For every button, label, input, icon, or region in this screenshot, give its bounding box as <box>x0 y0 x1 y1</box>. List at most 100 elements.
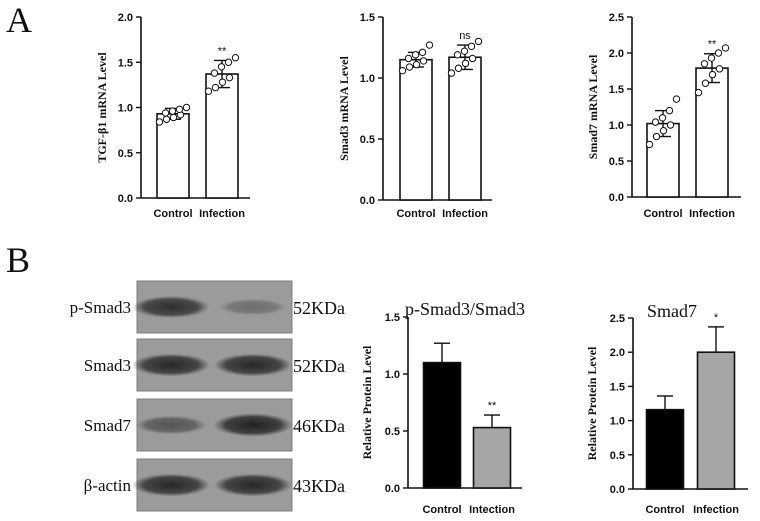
chart-3: 0.0 0.5 1.0 1.5 2.0 2.5 Smad7 mRNA Level Contro… <box>586 12 741 220</box>
data-point <box>182 103 191 112</box>
data-point <box>155 118 164 126</box>
category-label: Infection <box>199 208 245 220</box>
y-tick-label: 1.5 <box>610 381 625 393</box>
blot-band <box>135 415 207 435</box>
western-blot: p-Smad3 52KDa Smad3 52KDa Smad7 46KDa β-actin 4… <box>70 280 345 512</box>
data-point <box>169 113 178 122</box>
data-point <box>461 59 470 68</box>
blot-size-label: 46KDa <box>293 416 345 436</box>
data-point <box>665 106 674 115</box>
bar <box>645 408 685 490</box>
data-point <box>652 132 661 141</box>
y-tick-label: 1.0 <box>609 120 624 132</box>
blot-band <box>214 353 292 377</box>
blot-band <box>219 298 287 316</box>
bar <box>156 113 190 199</box>
y-tick-label: 1.0 <box>610 416 625 428</box>
significance-label: * <box>714 312 719 324</box>
category-label: Infection <box>689 208 735 220</box>
blot-band <box>214 473 292 497</box>
data-point <box>714 49 723 57</box>
blot-label: β-actin <box>84 476 132 495</box>
data-point <box>447 69 456 77</box>
data-point <box>672 95 681 103</box>
y-tick-label: 1.5 <box>118 57 133 69</box>
blot-size-label: 43KDa <box>293 476 345 496</box>
data-point <box>162 115 171 123</box>
blot-band <box>132 473 210 497</box>
y-tick-label: 1.5 <box>360 12 375 24</box>
data-point <box>161 109 170 117</box>
blot-band <box>132 295 210 319</box>
blot-band <box>132 353 210 377</box>
significance-label: ** <box>708 39 717 51</box>
data-point <box>454 64 463 72</box>
blot-label: p-Smad3 <box>70 298 131 317</box>
bar <box>422 361 462 489</box>
chart-4: 0.0 0.5 1.0 1.5 Relative Protein Level p-Smad… <box>360 299 525 516</box>
data-point <box>175 105 184 114</box>
data-point <box>460 47 469 55</box>
data-point <box>405 63 414 71</box>
bar <box>695 67 729 198</box>
y-tick-label: 2.0 <box>609 48 624 60</box>
data-point <box>659 127 668 135</box>
category-label: Control <box>643 208 682 220</box>
data-point <box>694 88 703 97</box>
chart-title: p-Smad3/Smad3 <box>405 299 525 319</box>
category-label: Control <box>396 208 435 220</box>
data-point <box>412 60 421 69</box>
y-tick-label: 0.0 <box>609 192 624 204</box>
data-point <box>453 51 462 59</box>
blot-label: Smad7 <box>84 416 132 435</box>
blot-band <box>213 413 293 437</box>
y-tick-label: 0.0 <box>118 193 133 205</box>
data-point <box>715 65 724 73</box>
bar <box>472 426 512 489</box>
blot-size-label: 52KDa <box>293 356 345 376</box>
y-tick-label: 1.5 <box>385 312 400 324</box>
y-tick-label: 1.0 <box>360 73 375 85</box>
blot-label: Smad3 <box>84 356 131 375</box>
data-point <box>168 107 177 115</box>
y-tick-label: 2.0 <box>610 347 625 359</box>
y-axis-label: Smad3 mRNA Level <box>337 56 351 161</box>
data-point <box>708 70 717 79</box>
y-tick-label: 2.0 <box>118 12 133 24</box>
y-tick-label: 0.5 <box>610 450 625 462</box>
y-tick-label: 0.0 <box>610 484 625 496</box>
bar <box>696 351 736 490</box>
y-axis-label: Relative Protein Level <box>360 345 374 459</box>
bar <box>399 58 433 201</box>
category-label: Control <box>422 504 461 516</box>
data-point <box>658 114 667 122</box>
y-axis-label: TGF-β1 mRNA Level <box>95 52 109 163</box>
y-axis-label: Relative Protein Level <box>585 346 599 460</box>
data-point <box>404 54 413 63</box>
y-axis-label: Smad7 mRNA Level <box>586 54 600 159</box>
y-tick-label: 0.5 <box>118 148 133 160</box>
data-point <box>217 63 226 71</box>
data-point <box>651 118 660 126</box>
chart-1: 0.0 0.5 1.0 1.5 2.0 TGF-β1 mRNA Level Control *… <box>95 12 250 220</box>
chart-5: 0.0 0.5 1.0 1.5 2.0 2.5 Relative Protein Level… <box>585 301 748 516</box>
charts: 0.0 0.5 1.0 1.5 2.0 TGF-β1 mRNA Level Control *… <box>95 12 748 516</box>
data-point <box>204 87 213 95</box>
category-label: Control <box>645 504 684 516</box>
data-point <box>210 69 219 77</box>
significance-label: ns <box>459 30 471 42</box>
data-point <box>707 54 716 62</box>
data-point <box>474 37 483 46</box>
data-point <box>700 60 709 68</box>
y-tick-label: 0.5 <box>609 156 624 168</box>
y-tick-label: 1.0 <box>385 369 400 381</box>
blot-size-label: 52KDa <box>293 298 345 318</box>
category-label: Intection <box>469 504 515 516</box>
data-point <box>411 51 420 59</box>
category-label: Infection <box>693 504 739 516</box>
chart-2: 0.0 0.5 1.0 1.5 Smad3 mRNA Level Control ns Inf… <box>337 12 492 220</box>
data-point <box>231 54 240 62</box>
data-point <box>398 66 407 75</box>
data-point <box>468 54 477 63</box>
data-point <box>225 73 234 82</box>
